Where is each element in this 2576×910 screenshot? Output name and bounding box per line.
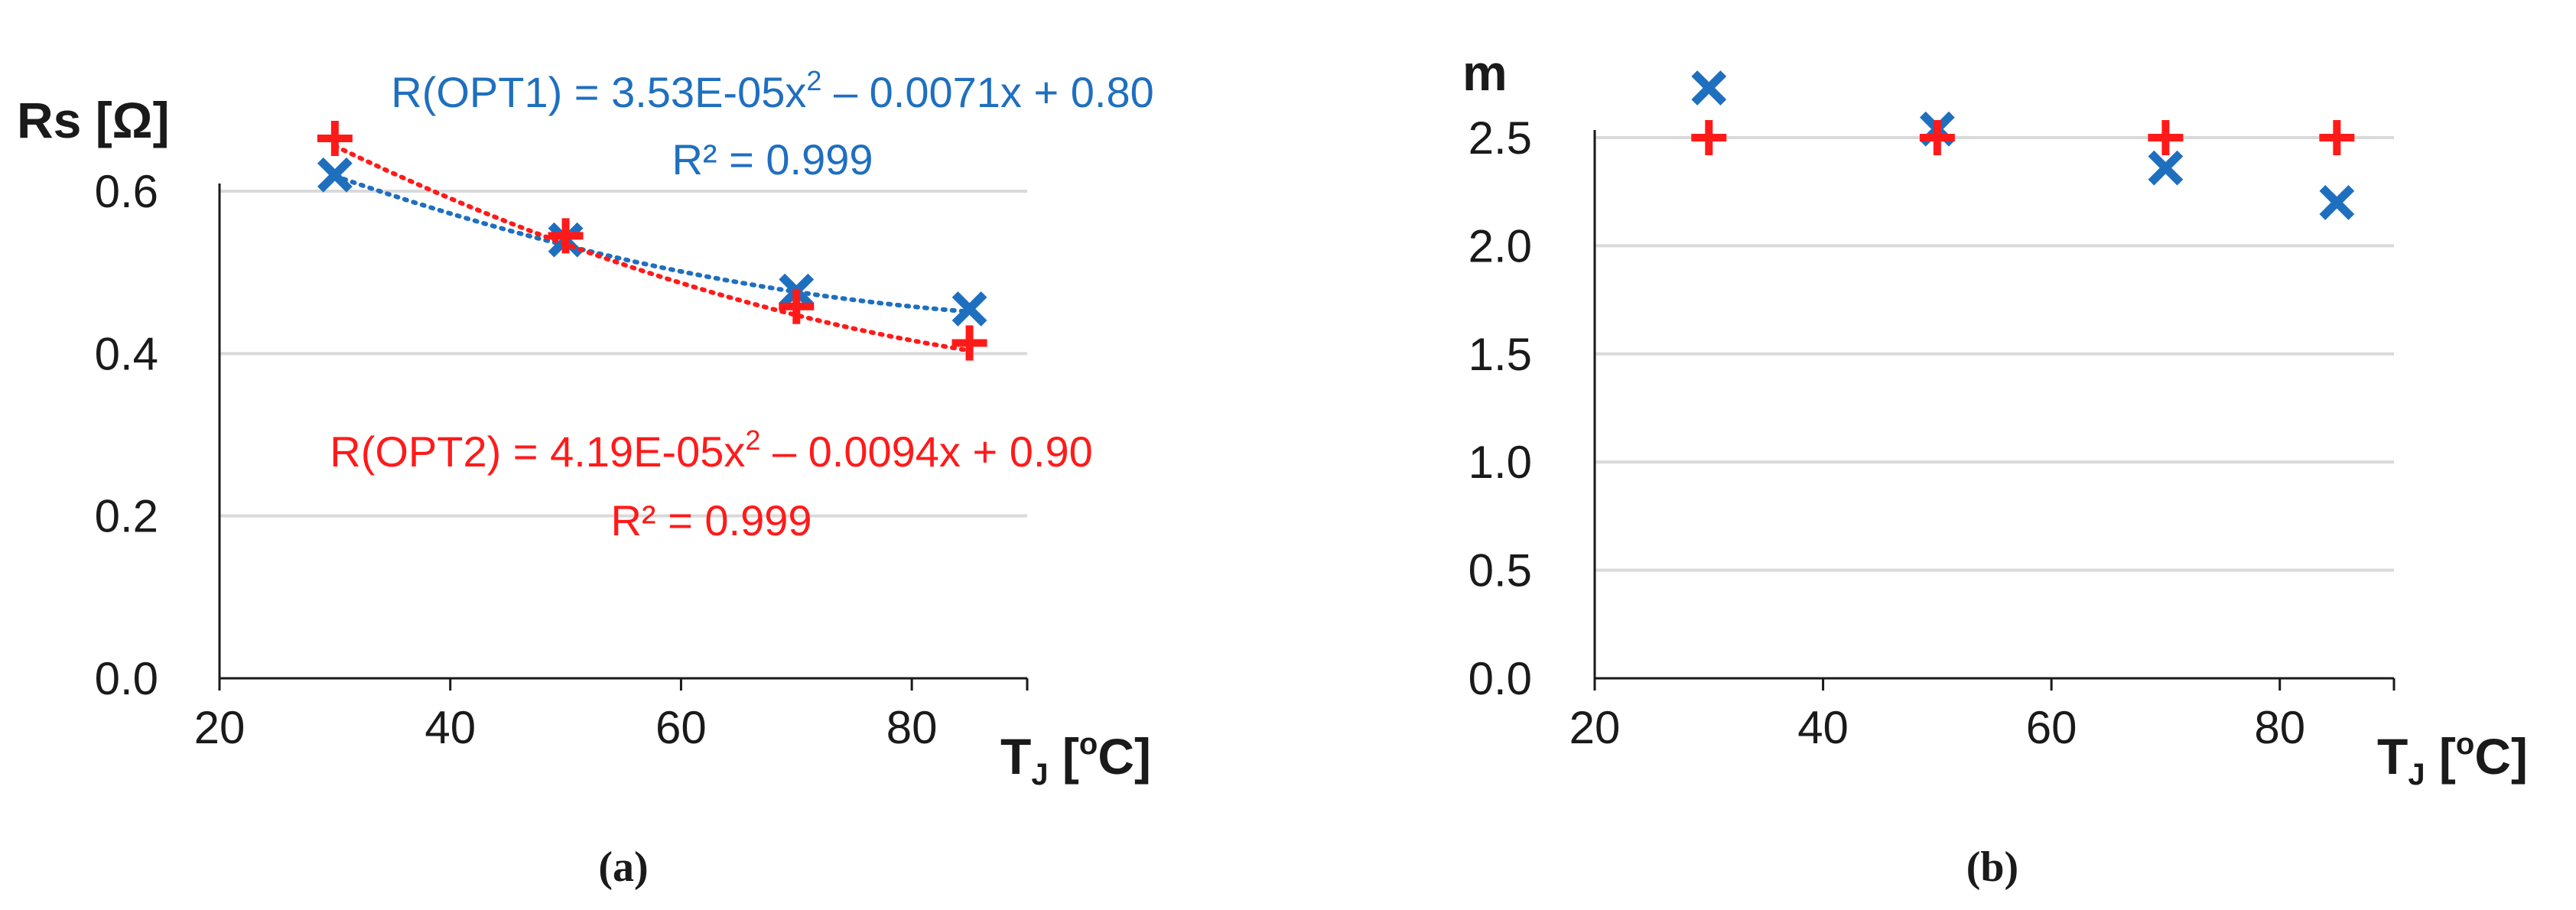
x-tick-label: 80 (886, 702, 938, 753)
x-tick-label: 40 (1797, 702, 1849, 753)
x-axis-label-main: T (1000, 728, 1031, 785)
y-tick-label: 1.0 (1469, 437, 1532, 488)
y-tick-label: 0.2 (95, 491, 158, 542)
data-point-opt1 (1691, 70, 1727, 106)
equation-rest: – 0.0071x + 0.80 (821, 68, 1153, 116)
x-tick-label: 20 (1569, 702, 1621, 753)
equation-exponent: 2 (745, 424, 760, 456)
x-axis-label: TJ [oC] (2377, 727, 2528, 791)
x-axis-label-end: C] (2474, 728, 2528, 785)
data-point-opt2 (2148, 120, 2184, 155)
data-point-opt2 (779, 288, 815, 324)
x-tick-label: 40 (424, 702, 476, 753)
trendline-opt1 (332, 174, 972, 314)
data-point-opt1 (317, 157, 353, 193)
trendline-equation: R(OPT2) = 4.19E-05x2 – 0.0094x + 0.90 (330, 424, 1093, 476)
y-tick-label: 1.5 (1469, 329, 1532, 380)
x-tick-label: 80 (2254, 702, 2305, 753)
y-axis-label: Rs [Ω] (17, 92, 170, 148)
data-point-opt2 (951, 325, 987, 361)
x-tick-label: 20 (194, 702, 246, 753)
y-tick-label: 0.4 (95, 328, 158, 379)
panel-caption: (a) (598, 843, 648, 891)
x-axis-label-deg: o (2456, 727, 2474, 761)
panel-caption: (b) (1966, 843, 2018, 891)
data-point-opt1 (2148, 150, 2184, 186)
equation-exponent: 2 (806, 65, 821, 96)
data-point-opt2 (548, 218, 584, 254)
chart-panel-b: 0.0 0.5 1.0 1.5 2.0 2.5 20 40 60 80 m TJ [oC] (b) (1462, 44, 2528, 891)
trendline-opt2 (332, 143, 972, 353)
y-tick-label: 0.0 (1469, 653, 1532, 704)
x-tick-label: 60 (2026, 702, 2077, 753)
x-tick-label: 60 (655, 702, 707, 753)
x-axis-label-main: T (2377, 728, 2408, 785)
trendline-equation: R(OPT1) = 3.53E-05x2 – 0.0071x + 0.80 (391, 65, 1154, 116)
trendline-r-squared: R² = 0.999 (672, 135, 873, 184)
y-tick-label: 0.0 (95, 653, 158, 704)
data-point-opt2 (1691, 120, 1727, 155)
data-point-opt1 (951, 291, 987, 327)
x-axis-label-sub: J (2408, 758, 2425, 791)
y-tick-label: 0.6 (95, 166, 158, 217)
equation-rest: – 0.0094x + 0.90 (760, 427, 1092, 476)
y-tick-label: 2.0 (1469, 220, 1532, 271)
x-axis-label-deg: o (1079, 727, 1098, 761)
equation-main: R(OPT1) = 3.53E-05x (391, 68, 806, 116)
data-point-opt2 (317, 120, 353, 156)
x-axis-label-end: C] (1098, 728, 1151, 785)
data-point-opt2 (1919, 120, 1955, 155)
x-axis-label: TJ [oC] (1000, 727, 1151, 791)
trendline-r-squared: R² = 0.999 (610, 496, 812, 544)
data-point-opt1 (2319, 184, 2355, 220)
y-tick-label: 0.5 (1469, 545, 1532, 596)
chart-panel-a: 0.0 0.2 0.4 0.6 20 40 60 80 Rs [Ω] TJ [oC] (a) R(OP… (17, 65, 1154, 891)
equation-main: R(OPT2) = 4.19E-05x (330, 427, 745, 476)
data-point-opt2 (2319, 120, 2355, 155)
x-axis-label-sub: J (1031, 758, 1048, 791)
y-tick-label: 2.5 (1469, 112, 1532, 164)
x-axis-label-unit: [ (2425, 728, 2456, 785)
y-axis-label: m (1462, 44, 1508, 101)
x-axis-label-unit: [ (1049, 728, 1079, 785)
